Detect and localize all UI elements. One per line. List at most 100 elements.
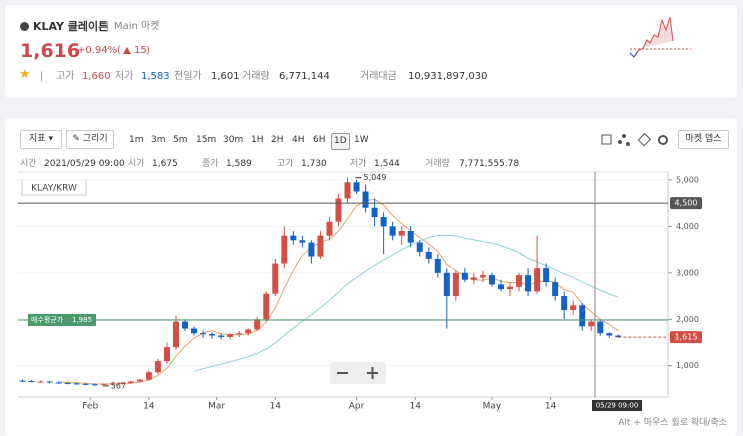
change-pct: +0.94%	[77, 45, 118, 56]
candle-body	[380, 217, 387, 227]
tool-icons	[601, 132, 668, 147]
candle-body	[344, 182, 351, 199]
mini-line-down	[629, 50, 639, 58]
draw-button[interactable]: ✎ 그리기	[66, 130, 114, 149]
candle-body	[588, 321, 595, 327]
settings-icon[interactable]	[658, 135, 668, 145]
annotation-label: 5,049	[364, 173, 387, 182]
market[interactable]: Main 마켓	[114, 21, 160, 32]
candle-body	[407, 231, 414, 243]
coin-icon	[20, 22, 29, 31]
candle-body	[371, 207, 378, 218]
candle-body	[64, 382, 71, 384]
info-value: 1,544	[374, 159, 400, 169]
x-tick-label: 14	[545, 402, 557, 412]
candle-body	[109, 383, 116, 385]
coin-name: KLAY 클레이튼	[33, 20, 109, 33]
y-tick-label: 3,000	[676, 268, 699, 277]
share-icon[interactable]	[622, 134, 626, 138]
interval-button[interactable]: 1m	[129, 135, 144, 145]
mini-area	[643, 17, 673, 48]
stat-value: 6,771,144	[279, 71, 330, 82]
candle-body	[299, 240, 306, 243]
candle-body	[191, 328, 198, 334]
candle-body	[46, 381, 53, 383]
candle-body	[317, 235, 324, 257]
interval-button[interactable]: 3m	[151, 135, 166, 145]
interval-button[interactable]: 30m	[223, 135, 244, 145]
candle-body	[579, 305, 586, 327]
info-label: 시간	[20, 159, 37, 169]
candle-body	[182, 321, 189, 329]
crosshair-label: 05/29 09:00	[596, 402, 639, 410]
divider: |	[106, 21, 110, 32]
candle-body	[425, 251, 432, 259]
share-icon[interactable]	[626, 142, 630, 146]
x-tick-label: 14	[143, 402, 155, 412]
interval-button[interactable]: 1D	[331, 133, 350, 150]
stat-label: 전일가	[174, 71, 202, 82]
interval-button[interactable]: 4H	[292, 135, 305, 145]
candle-body	[335, 198, 342, 222]
indicator-button[interactable]: 지표 ▾	[20, 130, 62, 149]
interval-button[interactable]: 1W	[354, 135, 369, 145]
candle-body	[597, 321, 604, 334]
candle-body	[326, 221, 333, 236]
crosshair-badge	[592, 400, 642, 411]
info-value: 1,589	[226, 159, 252, 169]
info-label: 시가	[128, 159, 145, 169]
interval-button[interactable]: 6H	[313, 135, 326, 145]
candle-body	[443, 272, 450, 297]
candle-body	[479, 275, 486, 278]
candle-body	[218, 335, 225, 337]
candle-body	[118, 382, 125, 384]
stat-value: 1,601	[211, 71, 240, 82]
info-label: 저가	[350, 159, 367, 169]
share-icon[interactable]	[618, 140, 622, 144]
interval-button[interactable]: 15m	[196, 135, 217, 145]
candle-body	[416, 242, 423, 252]
up-arrow	[123, 47, 131, 54]
tag-icon[interactable]	[637, 132, 652, 147]
zoom-hint: Alt + 마우스 휠로 확대/축소	[618, 418, 727, 428]
price-badge	[670, 197, 702, 210]
candle-body	[82, 383, 89, 385]
stat-label: 거래대금	[360, 71, 397, 82]
stat-label: 고가	[56, 71, 75, 82]
candle-body	[507, 286, 514, 290]
candle-body	[19, 380, 26, 382]
candle-body	[263, 293, 270, 320]
price-badge-label: 1,985	[72, 316, 92, 324]
interval-button[interactable]: 5m	[173, 135, 188, 145]
candle-body	[272, 263, 279, 294]
interval-button[interactable]: 2H	[271, 135, 284, 145]
stat-value: 10,931,897,030	[408, 71, 488, 82]
y-tick-label: 1,000	[676, 361, 699, 370]
depth-button[interactable]: 마켓 뎁스	[678, 130, 729, 149]
interval-button[interactable]: 1H	[251, 135, 264, 145]
popout-icon[interactable]	[601, 134, 612, 145]
y-tick-label: 2,000	[676, 315, 699, 324]
divider: |	[40, 71, 44, 82]
x-tick-label: Feb	[82, 402, 98, 412]
candle-body	[452, 272, 459, 297]
info-label: 고가	[277, 159, 294, 169]
x-tick-label: 14	[270, 402, 282, 412]
price-badge-name: 매수평균가	[31, 315, 64, 324]
candle-body	[497, 284, 504, 290]
candle-body	[254, 319, 261, 330]
candle-body	[606, 333, 613, 336]
candle-body	[245, 329, 252, 334]
candle-body	[389, 226, 396, 236]
candle-body	[200, 333, 207, 335]
x-tick-label: May	[483, 402, 502, 412]
candle-body	[127, 381, 134, 383]
info-label: 거래량	[425, 159, 450, 169]
stat-label: 저가	[115, 71, 134, 82]
favorite-star[interactable]: ★	[19, 67, 31, 82]
candle-body	[37, 381, 44, 383]
candle-body	[552, 282, 559, 297]
candle-body	[55, 382, 62, 384]
